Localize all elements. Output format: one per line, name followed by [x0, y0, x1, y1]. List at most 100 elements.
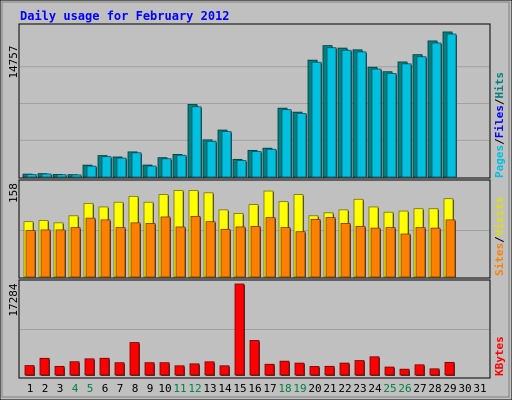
bar-sites-day-19 — [295, 231, 306, 278]
legend-sites: Sites — [493, 243, 506, 276]
bar-pages-day-3 — [56, 174, 67, 178]
bar-sites-day-28 — [430, 227, 441, 278]
x-axis-labels: 1 2 3 4 5 6 7 8 9 10 11 12 13 14 15 16 17 18 19 20 21 22 23 24 2… — [27, 382, 487, 395]
bar-pages-day-22 — [341, 49, 352, 178]
bar-pages-day-10 — [161, 158, 172, 178]
bar-pages-day-1 — [26, 174, 37, 178]
visits-legend: Sites/Visits — [493, 197, 506, 277]
legend-files: Files — [493, 105, 506, 138]
legend-sep: / — [493, 98, 506, 105]
bar-sites-day-11 — [175, 226, 186, 278]
kbytes-ymax-label: 17284 — [7, 283, 20, 316]
x-label-day-6: 6 — [102, 382, 109, 395]
x-label-day-21: 21 — [323, 382, 336, 395]
bar-sites-day-12 — [190, 215, 201, 278]
legend-visits: Visits — [493, 197, 506, 237]
x-label-day-26: 26 — [398, 382, 411, 395]
bar-sites-day-9 — [145, 223, 156, 278]
x-label-day-12: 12 — [188, 382, 201, 395]
bar-kbytes-day-3 — [54, 365, 65, 376]
x-label-day-30: 30 — [458, 382, 471, 395]
bar-pages-day-11 — [176, 154, 187, 178]
bar-sites-day-21 — [325, 217, 336, 278]
bar-sites-day-17 — [265, 217, 276, 278]
legend-sep: / — [493, 236, 506, 243]
bar-pages-day-28 — [431, 42, 442, 178]
chart-bevel — [1, 1, 510, 398]
bar-sites-day-20 — [310, 218, 321, 278]
legend-pages: Pages — [493, 145, 506, 178]
x-label-day-25: 25 — [383, 382, 396, 395]
bar-kbytes-day-28 — [429, 368, 440, 376]
legend-hits: Hits — [493, 72, 506, 99]
bar-pages-day-9 — [146, 165, 157, 178]
bar-kbytes-day-1 — [24, 365, 35, 376]
bar-pages-day-18 — [281, 109, 292, 178]
x-label-day-22: 22 — [338, 382, 351, 395]
x-label-day-29: 29 — [443, 382, 456, 395]
bar-pages-day-20 — [311, 61, 322, 178]
bar-kbytes-day-18 — [279, 360, 290, 376]
x-label-day-16: 16 — [248, 382, 261, 395]
bar-pages-day-14 — [221, 131, 232, 178]
bar-kbytes-day-26 — [399, 368, 410, 376]
bar-pages-day-4 — [71, 174, 82, 178]
bar-kbytes-day-14 — [219, 365, 230, 376]
x-label-day-2: 2 — [42, 382, 49, 395]
bar-kbytes-day-19 — [294, 362, 305, 376]
pages-ymax-label: 14757 — [7, 45, 20, 78]
bar-kbytes-day-27 — [414, 364, 425, 376]
legend-kbytes: KBytes — [493, 336, 506, 376]
x-label-day-9: 9 — [147, 382, 154, 395]
x-label-day-20: 20 — [308, 382, 321, 395]
bar-kbytes-day-6 — [99, 357, 110, 376]
x-label-day-1: 1 — [27, 382, 34, 395]
bar-pages-day-25 — [386, 73, 397, 178]
x-label-day-27: 27 — [413, 382, 426, 395]
bar-sites-day-10 — [160, 216, 171, 278]
bar-kbytes-day-9 — [144, 362, 155, 376]
chart-title: Daily usage for February 2012 — [20, 9, 230, 23]
kbytes-legend: KBytes — [493, 336, 506, 376]
bar-kbytes-day-12 — [189, 363, 200, 376]
bar-sites-day-5 — [85, 217, 96, 278]
visits-ymax-label: 158 — [7, 183, 20, 203]
bar-pages-day-26 — [401, 63, 412, 178]
bar-pages-day-15 — [236, 160, 247, 178]
bar-sites-day-6 — [100, 219, 111, 278]
bar-sites-day-22 — [340, 223, 351, 278]
bar-pages-day-23 — [356, 51, 367, 178]
bar-sites-day-4 — [70, 227, 81, 278]
bar-sites-day-23 — [355, 225, 366, 278]
legend-sep: / — [493, 138, 506, 145]
bar-kbytes-day-25 — [384, 366, 395, 376]
bar-pages-day-13 — [206, 140, 217, 178]
bar-pages-day-6 — [101, 156, 112, 178]
bar-kbytes-day-24 — [369, 356, 380, 376]
bar-sites-day-8 — [130, 222, 141, 278]
bar-pages-day-16 — [251, 151, 262, 178]
bar-sites-day-25 — [385, 227, 396, 278]
bar-pages-day-2 — [41, 173, 52, 178]
bar-sites-day-16 — [250, 225, 261, 278]
bar-kbytes-day-13 — [204, 361, 215, 376]
x-label-day-3: 3 — [57, 382, 64, 395]
x-label-day-18: 18 — [278, 382, 291, 395]
x-label-day-10: 10 — [158, 382, 171, 395]
bar-kbytes-day-4 — [69, 361, 80, 376]
bar-kbytes-day-15 — [234, 283, 245, 376]
bar-pages-day-5 — [86, 165, 97, 178]
bar-kbytes-day-11 — [174, 365, 185, 376]
pages-legend: Pages/Files/Hits — [493, 72, 506, 178]
bar-sites-day-26 — [400, 233, 411, 278]
bar-kbytes-day-20 — [309, 366, 320, 376]
bar-pages-day-29 — [446, 33, 457, 178]
bar-pages-day-21 — [326, 47, 337, 178]
x-label-day-17: 17 — [263, 382, 276, 395]
bar-sites-day-15 — [235, 226, 246, 278]
x-label-day-14: 14 — [218, 382, 232, 395]
bar-kbytes-day-23 — [354, 360, 365, 376]
x-label-day-7: 7 — [117, 382, 124, 395]
